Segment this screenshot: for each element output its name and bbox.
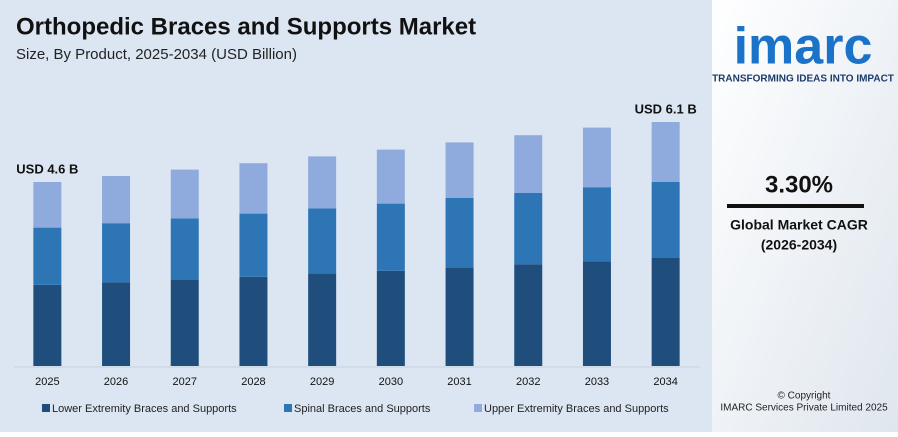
legend-label: Lower Extremity Braces and Supports bbox=[52, 403, 237, 415]
bar-segment bbox=[651, 122, 680, 182]
bar-segment bbox=[445, 142, 474, 198]
chart-title: Orthopedic Braces and Supports Market bbox=[16, 13, 476, 40]
bar-segment bbox=[102, 282, 131, 366]
legend-swatch bbox=[42, 404, 50, 412]
bar-segment bbox=[170, 279, 199, 366]
bar-segment bbox=[582, 261, 611, 366]
chart-subtitle: Size, By Product, 2025-2034 (USD Billion… bbox=[16, 46, 297, 63]
bar-segment bbox=[651, 258, 680, 366]
bar-segment bbox=[239, 213, 268, 277]
legend-swatch bbox=[474, 404, 482, 412]
owner: IMARC Services Private Limited 2025 bbox=[720, 403, 888, 414]
cagr-divider bbox=[727, 204, 864, 208]
bar-segment bbox=[239, 276, 268, 366]
legend-label: Spinal Braces and Supports bbox=[294, 403, 431, 415]
bar-segment bbox=[308, 273, 337, 366]
cagr-value: 3.30% bbox=[765, 171, 833, 198]
legend-label: Upper Extremity Braces and Supports bbox=[484, 403, 669, 415]
logo: imarc bbox=[734, 18, 873, 76]
bar-segment bbox=[102, 176, 131, 224]
bar-segment bbox=[445, 198, 474, 268]
cagr-period: (2026-2034) bbox=[761, 237, 837, 253]
bar-segment bbox=[376, 203, 405, 271]
x-tick-label: 2034 bbox=[653, 376, 677, 388]
bar-segment bbox=[445, 267, 474, 366]
x-tick-label: 2032 bbox=[516, 376, 540, 388]
x-tick-label: 2033 bbox=[585, 376, 609, 388]
annotation: USD 6.1 B bbox=[635, 101, 697, 116]
bar-segment bbox=[239, 163, 268, 214]
x-tick-label: 2027 bbox=[173, 376, 197, 388]
legend-swatch bbox=[284, 404, 292, 412]
x-tick-label: 2026 bbox=[104, 376, 128, 388]
cagr-label: Global Market CAGR bbox=[730, 217, 868, 233]
x-tick-label: 2025 bbox=[35, 376, 59, 388]
x-tick-label: 2029 bbox=[310, 376, 334, 388]
bar-segment bbox=[33, 284, 62, 366]
bar-segment bbox=[33, 227, 62, 285]
bar-segment bbox=[582, 127, 611, 188]
x-tick-label: 2030 bbox=[379, 376, 403, 388]
bar-segment bbox=[651, 182, 680, 258]
sidebar-background bbox=[712, 0, 898, 432]
tagline: TRANSFORMING IDEAS INTO IMPACT bbox=[712, 74, 894, 85]
annotation: USD 4.6 B bbox=[16, 161, 78, 176]
bar-segment bbox=[33, 182, 62, 228]
bar-segment bbox=[376, 149, 405, 204]
copyright: © Copyright bbox=[778, 391, 831, 402]
bar-segment bbox=[514, 264, 543, 366]
bar-segment bbox=[514, 192, 543, 265]
bar-segment bbox=[170, 169, 199, 219]
bar-segment bbox=[308, 208, 337, 274]
bar-segment bbox=[102, 223, 131, 283]
x-tick-label: 2031 bbox=[447, 376, 471, 388]
bar-segment bbox=[170, 218, 199, 280]
bar-segment bbox=[376, 270, 405, 366]
bar-segment bbox=[582, 187, 611, 262]
x-tick-label: 2028 bbox=[241, 376, 265, 388]
bar-segment bbox=[308, 156, 337, 209]
bar-segment bbox=[514, 135, 543, 193]
